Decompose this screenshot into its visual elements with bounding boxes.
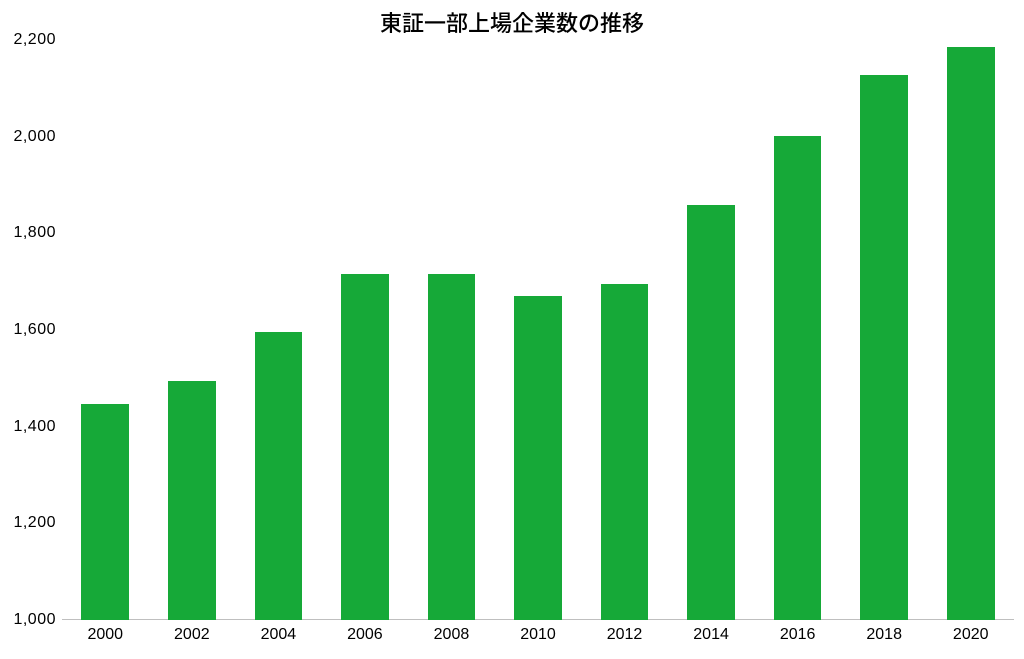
chart-title: 東証一部上場企業数の推移 bbox=[0, 6, 1024, 38]
bar bbox=[687, 205, 735, 620]
x-tick-label: 2014 bbox=[693, 620, 729, 644]
x-tick-label: 2002 bbox=[174, 620, 210, 644]
x-tick-label: 2010 bbox=[520, 620, 556, 644]
bar bbox=[168, 381, 216, 620]
bar bbox=[341, 274, 389, 620]
x-tick-label: 2016 bbox=[780, 620, 816, 644]
bar bbox=[255, 332, 303, 620]
y-tick-label: 2,200 bbox=[13, 31, 62, 49]
y-tick-label: 1,600 bbox=[13, 321, 62, 339]
y-tick-label: 2,000 bbox=[13, 128, 62, 146]
bar bbox=[947, 47, 995, 620]
x-tick-label: 2004 bbox=[261, 620, 297, 644]
bar bbox=[774, 136, 822, 620]
bar bbox=[81, 404, 129, 620]
x-tick-label: 2000 bbox=[87, 620, 123, 644]
y-tick-label: 1,400 bbox=[13, 418, 62, 436]
bar bbox=[514, 296, 562, 620]
x-tick-label: 2020 bbox=[953, 620, 989, 644]
x-tick-label: 2006 bbox=[347, 620, 383, 644]
plot-area: 1,0001,2001,4001,6001,8002,0002,20020002… bbox=[62, 40, 1014, 620]
bar bbox=[428, 274, 476, 620]
y-tick-label: 1,000 bbox=[13, 611, 62, 629]
y-tick-label: 1,800 bbox=[13, 224, 62, 242]
bar bbox=[601, 284, 649, 620]
x-tick-label: 2012 bbox=[607, 620, 643, 644]
bar bbox=[860, 75, 908, 620]
x-tick-label: 2008 bbox=[434, 620, 470, 644]
chart-container: 東証一部上場企業数の推移 1,0001,2001,4001,6001,8002,… bbox=[0, 0, 1024, 659]
y-tick-label: 1,200 bbox=[13, 514, 62, 532]
x-tick-label: 2018 bbox=[866, 620, 902, 644]
